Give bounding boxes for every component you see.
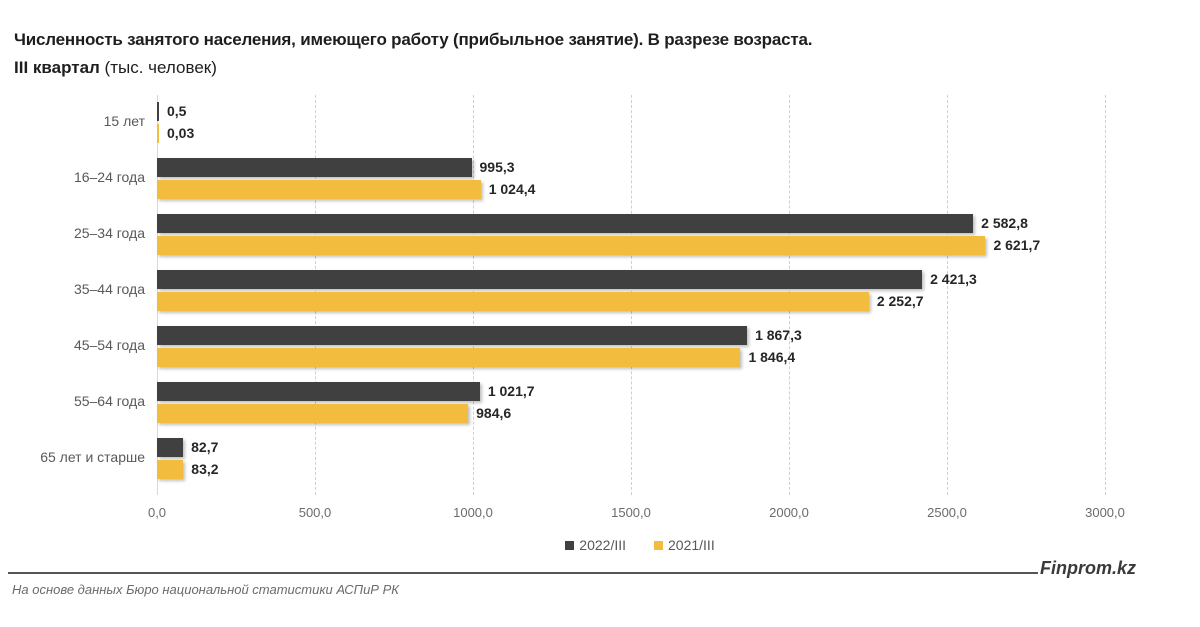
chart-title: Численность занятого населения, имеющего… — [14, 30, 813, 49]
subtitle-units: (тыс. человек) — [99, 58, 217, 77]
bar-2022-III — [157, 438, 184, 457]
data-label: 0,5 — [167, 103, 187, 119]
bar-2022-III — [157, 158, 472, 177]
source-note: На основе данных Бюро национальной стати… — [12, 582, 399, 597]
data-label: 1 846,4 — [748, 349, 796, 365]
data-label: 2 252,7 — [876, 293, 924, 309]
bar-2021-III — [157, 124, 159, 143]
data-label: 2 421,3 — [930, 271, 977, 287]
bar-2021-III — [157, 180, 481, 199]
bar-2021-III — [157, 348, 741, 367]
x-tick-label: 2500,0 — [927, 505, 967, 520]
x-tick-label: 3000,0 — [1085, 505, 1125, 520]
plot-area: 0,5 0,03 995,3 1 024,4 2 582,8 2 621,7 2 421,3… — [157, 95, 1106, 495]
legend: 2022/III 2021/III — [0, 537, 1200, 553]
bar-2022-III — [157, 326, 748, 345]
x-tick-label: 500,0 — [298, 505, 332, 520]
data-label: 1 024,4 — [488, 181, 536, 197]
data-label: 1 021,7 — [487, 383, 535, 399]
bar-2022-III — [157, 270, 923, 289]
brand-logo: Finprom.kz — [1040, 558, 1137, 578]
data-label: 82,7 — [191, 439, 219, 455]
category-label: 25–34 года — [73, 225, 145, 241]
category-label: 16–24 года — [73, 169, 145, 185]
legend-item-2022: 2022/III — [565, 537, 626, 553]
category-label: 35–44 года — [73, 281, 145, 297]
bar-2022-III — [157, 382, 480, 401]
chart-subtitle: III квартал (тыс. человек) — [14, 58, 217, 78]
bar-2021-III — [157, 460, 184, 479]
data-label: 2 621,7 — [993, 237, 1041, 253]
legend-label-2021: 2021/III — [668, 537, 715, 553]
x-tick-label: 1000,0 — [453, 505, 493, 520]
category-label: 65 лет и старше — [40, 449, 145, 465]
gridline — [947, 95, 948, 495]
subtitle-period: III квартал — [14, 58, 100, 77]
bar-2022-III — [157, 102, 159, 121]
legend-swatch-2022 — [565, 540, 575, 550]
gridline — [1105, 95, 1106, 495]
data-label: 995,3 — [479, 159, 515, 175]
bar-2021-III — [157, 292, 869, 311]
legend-label-2022: 2022/III — [579, 537, 626, 553]
x-tick-label: 2000,0 — [769, 505, 809, 520]
data-label: 984,6 — [476, 405, 512, 421]
footer-divider — [8, 572, 1038, 574]
bar-2021-III — [157, 236, 986, 255]
category-label: 55–64 года — [73, 393, 145, 409]
x-tick-label: 1500,0 — [611, 505, 651, 520]
data-label: 1 867,3 — [755, 327, 802, 343]
category-label: 45–54 года — [73, 337, 145, 353]
category-label: 15 лет — [103, 113, 145, 129]
bar-2021-III — [157, 404, 469, 423]
legend-item-2021: 2021/III — [654, 537, 715, 553]
data-label: 0,03 — [167, 125, 195, 141]
bar-2022-III — [157, 214, 974, 233]
data-label: 2 582,8 — [981, 215, 1028, 231]
x-tick-label: 0,0 — [147, 505, 167, 520]
data-label: 83,2 — [191, 461, 219, 477]
legend-swatch-2021 — [654, 540, 663, 550]
